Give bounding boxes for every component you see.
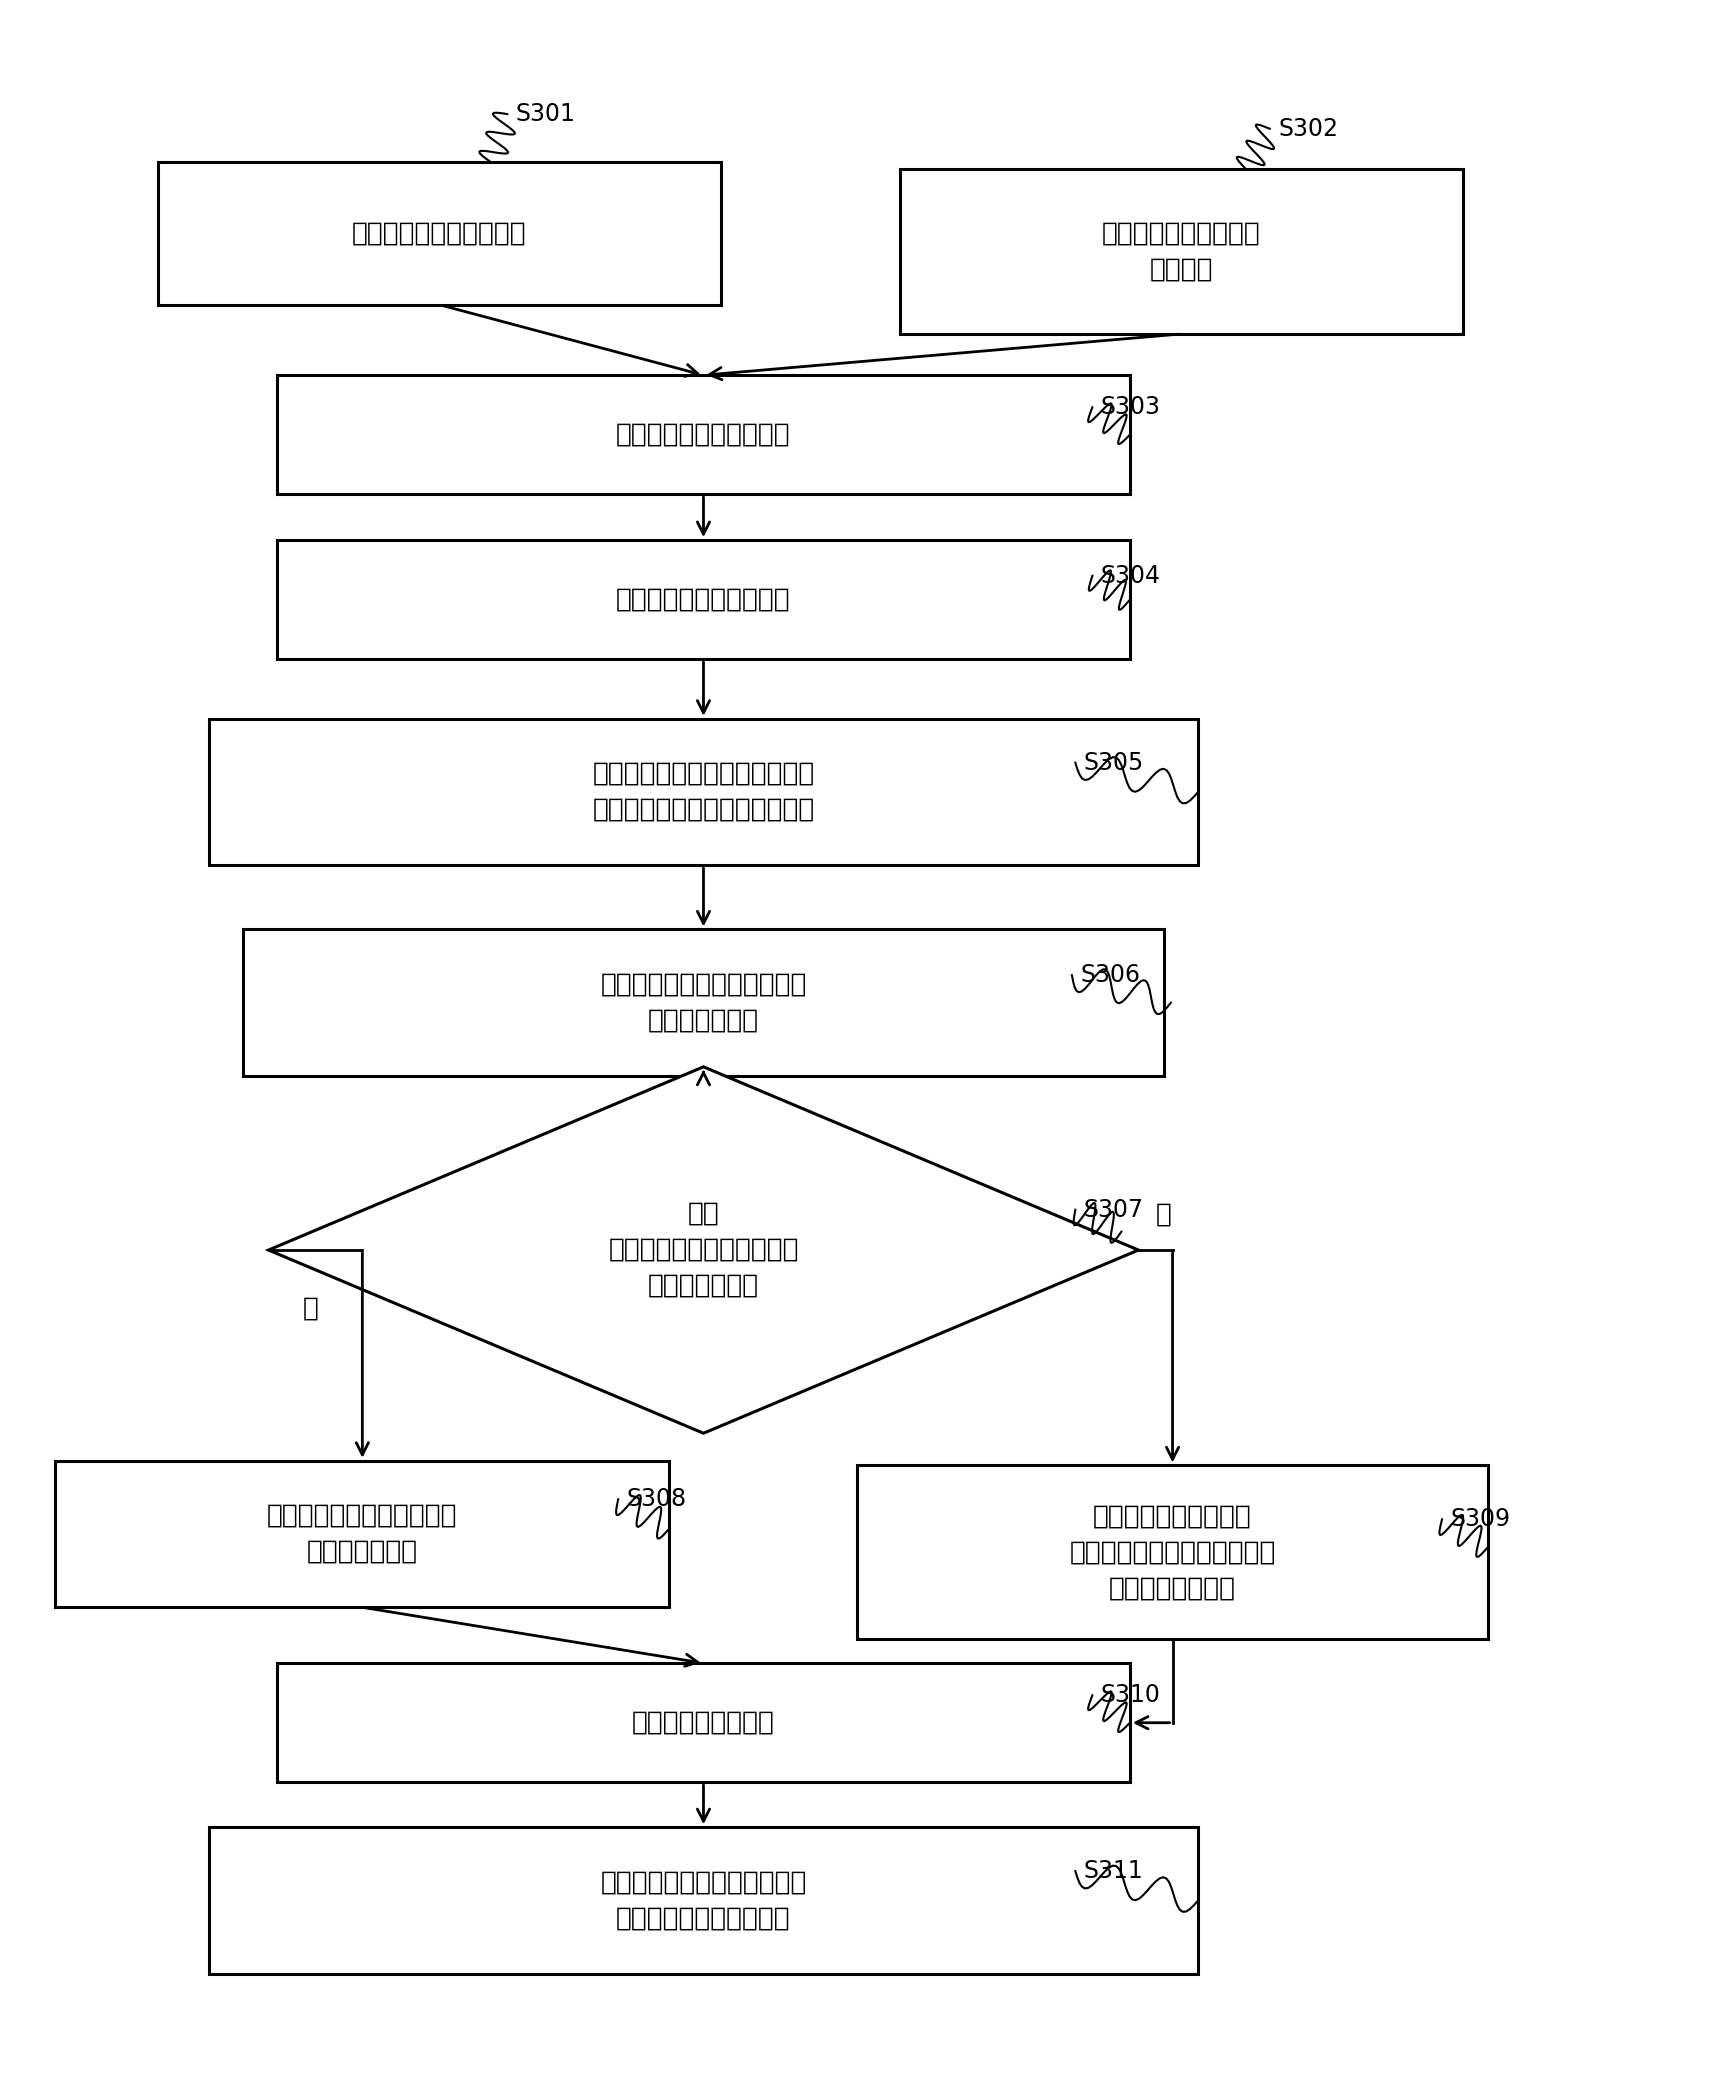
Text: S306: S306 — [1080, 963, 1140, 988]
Text: S307: S307 — [1083, 1197, 1143, 1223]
Text: 否: 否 — [1155, 1202, 1171, 1229]
Text: S311: S311 — [1083, 1860, 1143, 1883]
FancyBboxPatch shape — [55, 1462, 670, 1606]
Polygon shape — [269, 1067, 1138, 1432]
Text: 按照预先设置的时间间隔检测大
烟道内单位体积烟气的烟气成分: 按照预先设置的时间间隔检测大 烟道内单位体积烟气的烟气成分 — [593, 761, 814, 822]
Text: 计算大烟道目标风量: 计算大烟道目标风量 — [632, 1709, 775, 1736]
Text: 计算所有风箱的有效风量: 计算所有风箱的有效风量 — [615, 587, 790, 612]
Text: 计算相邻两次确定得到参与反
应氧气量的差值: 计算相邻两次确定得到参与反 应氧气量的差值 — [600, 971, 807, 1034]
Text: S301: S301 — [516, 103, 576, 126]
Text: 将大烟道目标风量作为调节参
数发送给主抽风机控制器: 将大烟道目标风量作为调节参 数发送给主抽风机控制器 — [600, 1868, 807, 1931]
Text: 计算物料的垂直烧结速度: 计算物料的垂直烧结速度 — [615, 421, 790, 449]
Text: 测量烧结台车的台车速度: 测量烧结台车的台车速度 — [351, 220, 526, 245]
Text: S309: S309 — [1450, 1508, 1510, 1531]
Text: 测量烧结台车上物料的
料层厚度: 测量烧结台车上物料的 料层厚度 — [1102, 220, 1260, 283]
Text: S302: S302 — [1279, 117, 1339, 140]
FancyBboxPatch shape — [278, 375, 1130, 495]
FancyBboxPatch shape — [209, 719, 1198, 866]
Text: S303: S303 — [1100, 394, 1160, 419]
Text: 利用当前检测结果计算每个
风箱的有效风率: 利用当前检测结果计算每个 风箱的有效风率 — [267, 1504, 458, 1564]
Text: 根据相邻两次确定得到
参与反应氧气量的均值计算每
个风箱的有效风率: 根据相邻两次确定得到 参与反应氧气量的均值计算每 个风箱的有效风率 — [1070, 1504, 1275, 1602]
FancyBboxPatch shape — [278, 1663, 1130, 1782]
Text: S304: S304 — [1100, 564, 1160, 587]
FancyBboxPatch shape — [900, 170, 1462, 333]
Text: S305: S305 — [1083, 751, 1145, 774]
FancyBboxPatch shape — [209, 1826, 1198, 1973]
FancyBboxPatch shape — [857, 1466, 1488, 1640]
Text: S308: S308 — [627, 1487, 687, 1512]
FancyBboxPatch shape — [278, 541, 1130, 658]
Text: 是: 是 — [303, 1296, 319, 1321]
FancyBboxPatch shape — [243, 929, 1164, 1076]
Text: S310: S310 — [1100, 1684, 1160, 1707]
FancyBboxPatch shape — [158, 161, 720, 304]
Text: 判断
参与反应氧气量的差值是否
大于预先设置值: 判断 参与反应氧气量的差值是否 大于预先设置值 — [608, 1202, 799, 1298]
